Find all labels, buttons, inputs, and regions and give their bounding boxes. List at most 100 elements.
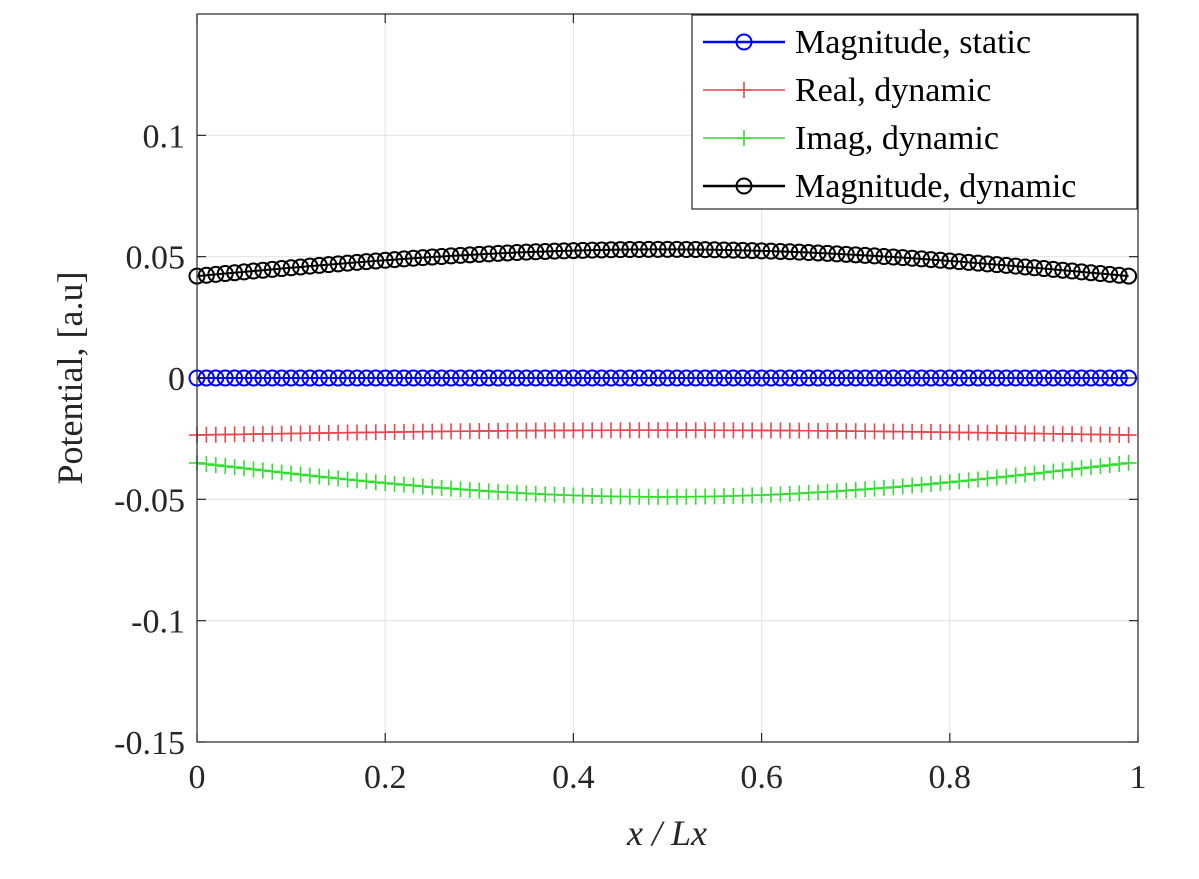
data-point — [489, 369, 507, 387]
data-point — [611, 241, 629, 259]
data-point — [320, 469, 337, 486]
series-line — [196, 248, 1129, 278]
data-point — [903, 369, 921, 387]
data-point — [1017, 466, 1034, 483]
data-point — [339, 471, 356, 488]
data-point — [574, 369, 592, 387]
data-point — [781, 243, 799, 261]
data-point — [244, 262, 262, 280]
data-point — [574, 241, 592, 259]
data-point — [743, 242, 761, 260]
data-point — [396, 476, 413, 493]
data-point — [555, 242, 573, 260]
legend-label: Magnitude, dynamic — [795, 168, 1076, 205]
data-point — [311, 468, 328, 485]
data-point — [997, 256, 1015, 274]
data-point — [1082, 459, 1099, 476]
data-point — [499, 369, 517, 387]
data-point — [960, 472, 977, 489]
data-point — [960, 369, 978, 387]
data-point — [1101, 265, 1119, 283]
y-tick-label: -0.05 — [114, 482, 185, 519]
data-point — [1016, 369, 1034, 387]
data-point — [301, 467, 318, 484]
data-point — [273, 369, 291, 387]
data-point — [884, 248, 902, 266]
data-point — [216, 369, 234, 387]
data-point — [310, 256, 328, 274]
series-1 — [188, 369, 1138, 387]
data-point — [668, 240, 686, 258]
data-point — [1120, 454, 1137, 471]
data-point — [818, 244, 836, 262]
data-point — [273, 464, 290, 481]
data-point — [837, 245, 855, 263]
data-point — [245, 461, 262, 478]
data-point — [564, 242, 582, 260]
data-point — [856, 246, 874, 264]
data-point — [1110, 266, 1128, 284]
data-point — [226, 369, 244, 387]
data-point — [517, 243, 535, 261]
y-tick-label: -0.1 — [131, 604, 185, 641]
legend: Magnitude, static Real, dynamic Imag, dyna… — [691, 14, 1138, 210]
data-point — [235, 369, 253, 387]
data-point — [386, 475, 403, 492]
data-point — [1111, 456, 1128, 473]
legend-marker — [736, 130, 752, 146]
legend-marker — [735, 33, 753, 51]
x-tick-label: 0 — [189, 759, 206, 796]
data-point — [536, 369, 554, 387]
data-point — [687, 241, 705, 259]
data-point — [264, 463, 281, 480]
ticks — [196, 14, 1139, 743]
data-point — [1120, 267, 1138, 285]
data-point — [706, 369, 724, 387]
series-4 — [188, 240, 1138, 285]
data-point — [273, 260, 291, 278]
data-point — [357, 253, 375, 271]
data-point — [818, 369, 836, 387]
data-point — [640, 369, 658, 387]
data-point — [602, 369, 620, 387]
data-point — [348, 253, 366, 271]
legend-marker — [736, 82, 752, 98]
data-point — [414, 249, 432, 267]
data-point — [602, 241, 620, 259]
data-point — [367, 474, 384, 491]
data-point — [480, 245, 498, 263]
data-point — [1073, 263, 1091, 281]
data-point — [960, 253, 978, 271]
data-point — [998, 468, 1015, 485]
data-point — [762, 369, 780, 387]
data-point — [376, 251, 394, 269]
data-point — [423, 248, 441, 266]
data-point — [781, 369, 799, 387]
data-point — [1025, 259, 1043, 277]
data-point — [866, 247, 884, 265]
data-point — [978, 255, 996, 273]
data-point — [593, 241, 611, 259]
data-point — [216, 265, 234, 283]
data-point — [790, 243, 808, 261]
data-point — [404, 249, 422, 267]
data-point — [564, 369, 582, 387]
data-point — [339, 254, 357, 272]
data-point — [292, 258, 310, 276]
data-point — [593, 369, 611, 387]
data-point — [1044, 369, 1062, 387]
data-point — [866, 369, 884, 387]
data-point — [649, 369, 667, 387]
data-point — [1073, 460, 1090, 477]
data-point — [386, 369, 404, 387]
data-point — [226, 264, 244, 282]
data-point — [301, 257, 319, 275]
data-point — [724, 369, 742, 387]
data-point — [856, 369, 874, 387]
data-point — [207, 457, 224, 474]
data-point — [941, 369, 959, 387]
x-tick-label: 0.4 — [552, 759, 595, 796]
data-point — [1082, 264, 1100, 282]
data-point — [913, 369, 931, 387]
data-point — [970, 471, 987, 488]
